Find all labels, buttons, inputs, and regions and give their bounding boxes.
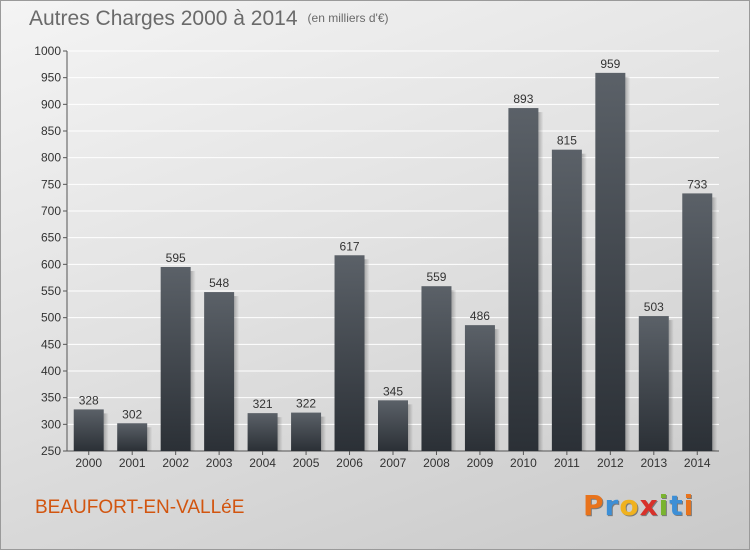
- bar-shadow: [408, 404, 413, 451]
- x-tick-label: 2005: [293, 456, 320, 470]
- bar: [247, 413, 278, 451]
- data-label: 617: [340, 239, 360, 253]
- y-tick-label: 650: [41, 231, 61, 245]
- bar-shadow: [581, 153, 587, 451]
- y-tick-label: 550: [41, 284, 61, 298]
- bar-shadow: [451, 290, 457, 451]
- bar-shadow: [494, 329, 500, 451]
- data-label: 503: [644, 300, 664, 314]
- data-label: 815: [557, 134, 577, 148]
- y-tick-label: 500: [41, 311, 61, 325]
- data-label: 322: [296, 397, 316, 411]
- bar: [638, 316, 669, 451]
- data-label: 893: [513, 92, 533, 106]
- x-tick-label: 2001: [119, 456, 146, 470]
- bar: [595, 72, 626, 451]
- bar: [334, 255, 365, 451]
- bar: [464, 325, 495, 451]
- y-tick-label: 350: [41, 391, 61, 405]
- bar: [508, 108, 539, 452]
- data-label: 486: [470, 309, 490, 323]
- x-tick-label: 2008: [423, 456, 450, 470]
- bar-shadow: [277, 417, 283, 451]
- chart-subtitle: (en milliers d'€): [307, 11, 389, 25]
- bar-shadow: [147, 427, 153, 451]
- bar: [291, 412, 322, 451]
- data-label: 302: [122, 407, 142, 421]
- data-label: 321: [253, 397, 273, 411]
- y-tick-label: 400: [41, 364, 61, 378]
- bar: [551, 149, 582, 451]
- x-tick-label: 2000: [75, 456, 102, 470]
- bar: [73, 409, 104, 451]
- proxiti-logo[interactable]: Proxiti: [583, 489, 694, 522]
- x-tick-label: 2007: [380, 456, 407, 470]
- bar: [421, 286, 452, 451]
- commune-name: BEAUFORT-EN-VALLéE: [35, 497, 245, 518]
- y-tick-label: 250: [41, 444, 61, 458]
- bar-shadow: [668, 320, 674, 451]
- logo-letter: r: [604, 489, 620, 522]
- y-tick-label: 900: [41, 97, 61, 111]
- y-tick-label: 950: [41, 71, 61, 85]
- bar: [378, 400, 408, 451]
- x-tick-label: 2011: [554, 456, 580, 470]
- y-tick-label: 850: [41, 124, 61, 138]
- logo-letter: i: [683, 489, 695, 522]
- data-label: 595: [166, 251, 186, 265]
- bar-shadow: [190, 271, 196, 451]
- data-label: 959: [600, 57, 620, 71]
- data-label: 345: [383, 384, 403, 398]
- x-tick-label: 2010: [510, 456, 537, 470]
- bar-shadow: [712, 197, 718, 451]
- x-tick-label: 2013: [640, 456, 667, 470]
- bar: [117, 423, 148, 451]
- bar-shadow: [321, 416, 327, 451]
- bar-shadow: [103, 413, 109, 451]
- y-tick-label: 1000: [34, 44, 61, 58]
- data-label: 548: [209, 276, 229, 290]
- data-label: 328: [79, 393, 99, 407]
- bar: [204, 292, 235, 451]
- x-tick-label: 2012: [597, 456, 624, 470]
- x-tick-label: 2002: [162, 456, 189, 470]
- data-label: 559: [426, 270, 446, 284]
- bar-shadow: [625, 76, 631, 451]
- y-tick-label: 750: [41, 177, 61, 191]
- logo-letter: t: [669, 489, 684, 522]
- y-tick-label: 450: [41, 337, 61, 351]
- x-tick-label: 2006: [336, 456, 363, 470]
- y-tick-label: 600: [41, 257, 61, 271]
- y-tick-label: 800: [41, 151, 61, 165]
- chart-title: Autres Charges 2000 à 2014 (en milliers d…: [29, 7, 389, 30]
- logo-letter: P: [583, 489, 605, 522]
- bar-shadow: [234, 296, 240, 451]
- x-tick-label: 2003: [206, 456, 233, 470]
- data-label: 733: [687, 177, 707, 191]
- x-tick-label: 2009: [467, 456, 494, 470]
- bar: [160, 267, 191, 451]
- logo-letter: o: [619, 489, 640, 522]
- bar-shadow: [538, 112, 544, 452]
- bar-shadow: [364, 259, 370, 451]
- y-tick-label: 700: [41, 204, 61, 218]
- y-tick-label: 300: [41, 417, 61, 431]
- x-tick-label: 2014: [684, 456, 711, 470]
- bar: [682, 193, 713, 451]
- logo-letter: x: [639, 489, 659, 522]
- x-tick-label: 2004: [249, 456, 276, 470]
- logo-letter: i: [658, 489, 670, 522]
